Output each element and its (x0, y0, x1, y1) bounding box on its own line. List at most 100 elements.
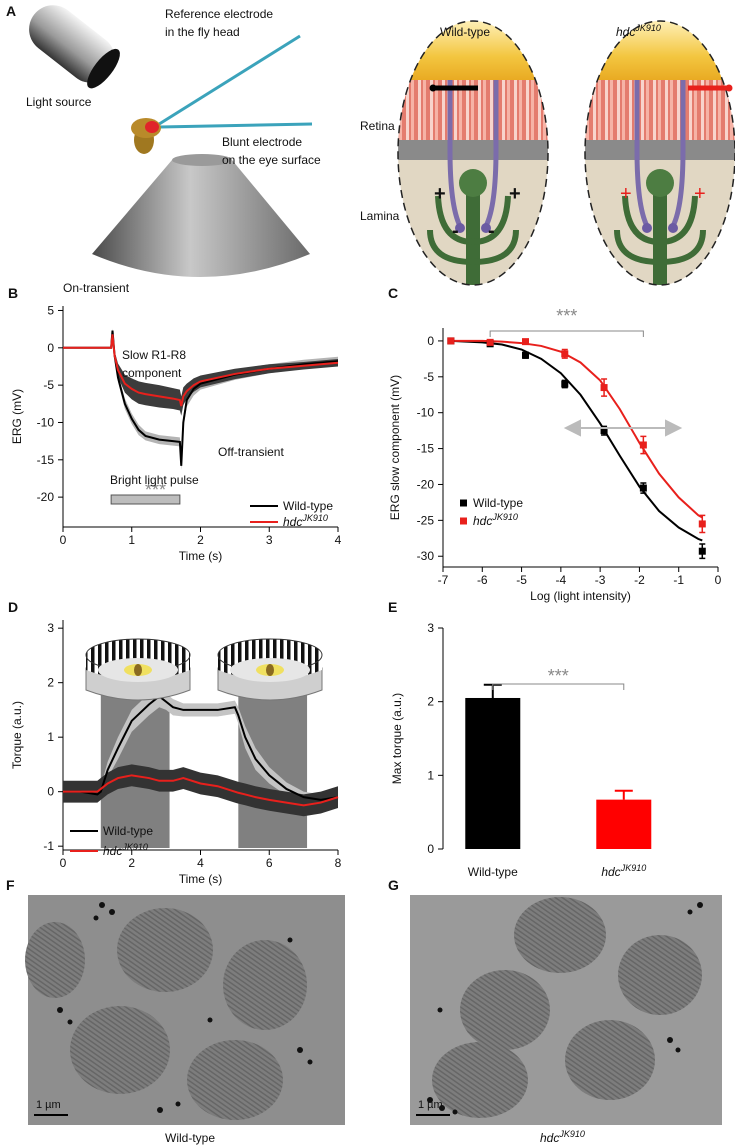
series-line (63, 330, 339, 466)
x-tick-label: 6 (266, 856, 273, 870)
data-point (486, 338, 494, 346)
category-label-text: Wild-type (468, 865, 518, 879)
x-tick-label: 2 (128, 856, 135, 870)
light-pulse (110, 494, 181, 505)
y-tick-label: 0 (427, 334, 434, 348)
y-tick-label: 0 (47, 341, 54, 355)
annotation: Off-transient (218, 445, 284, 459)
y-tick-label: 3 (427, 621, 434, 635)
light-source (29, 5, 120, 89)
y-tick-label: 0 (47, 785, 54, 799)
y-tick-label: 3 (47, 621, 54, 635)
x-tick-label: 1 (128, 533, 135, 547)
bar (465, 697, 521, 849)
bar (596, 799, 652, 849)
x-tick-label: -7 (438, 573, 449, 587)
genotype-sup: JK910 (634, 23, 661, 33)
x-tick-label: -2 (634, 573, 645, 587)
panel-label: B (8, 285, 18, 301)
data-point (522, 338, 529, 346)
y-tick-label: -25 (417, 513, 435, 527)
eye-diagram (397, 20, 549, 286)
y-tick-label: -15 (37, 453, 55, 467)
data-point (561, 350, 569, 358)
fly (266, 664, 274, 676)
fit-curve (450, 339, 703, 542)
chart: D 3 2 1 0 -1 Torque (a.u.) 0 2 4 6 8 Time (s) Wild-ty… (8, 599, 342, 886)
x-tick-label: -5 (516, 573, 527, 587)
sign: - (488, 220, 495, 242)
legend-label-sup: JK910 (491, 512, 518, 522)
y-tick-label: 5 (47, 303, 54, 317)
cone-top (172, 154, 232, 166)
electrode-tip (725, 84, 733, 92)
legend-swatch (460, 499, 467, 507)
panel-a: A Light source Reference electrode in th… (6, 3, 735, 290)
caption: Wild-type (165, 1131, 215, 1145)
annotation: Slow R1-R8 (122, 348, 186, 362)
category-label-sup: JK910 (620, 863, 647, 873)
x-tick-label: 2 (197, 533, 204, 547)
annotation: component (122, 366, 182, 380)
rhabdomeres (25, 908, 307, 1120)
y-tick-label: 2 (427, 695, 434, 709)
significance-bracket (492, 683, 625, 690)
legend-label-text: Wild-type (473, 496, 523, 510)
data-point (600, 384, 608, 392)
y-axis-label: Max torque (a.u.) (390, 693, 404, 784)
panel-label: D (8, 599, 18, 615)
fly-eye (145, 121, 159, 133)
data-point (698, 520, 706, 528)
category-label-text: hdc (601, 865, 620, 879)
shift-arrow (563, 419, 683, 437)
y-axis-label: ERG slow component (mV) (388, 375, 402, 520)
y-tick-label: -10 (417, 406, 435, 420)
electrode-tip (429, 84, 437, 92)
x-tick-label: 0 (60, 533, 67, 547)
reference-label: in the fly head (165, 25, 240, 39)
legend-label-text: Wild-type (103, 824, 153, 838)
panel-label: G (388, 877, 399, 893)
significance: *** (556, 306, 577, 326)
scale-label: 1 µm (418, 1099, 443, 1111)
light-source-label: Light source (26, 95, 92, 109)
chart: E 0 1 2 3 Max torque (a.u.) Wild-type hdcJK910 *… (388, 599, 652, 879)
retina-label: Retina (360, 119, 395, 133)
y-axis-label: ERG (mV) (10, 389, 24, 444)
error-band (63, 328, 338, 471)
legend-label: Wild-type (473, 496, 523, 510)
reference-electrode (155, 34, 301, 128)
legend-label-sup: JK910 (121, 842, 148, 852)
y-tick-label: -1 (43, 839, 54, 853)
x-tick-label: 3 (266, 533, 273, 547)
x-tick-label: 0 (715, 573, 722, 587)
x-axis-label: Time (s) (179, 549, 223, 563)
blunt-electrode (159, 122, 313, 129)
blunt-label: on the eye surface (222, 153, 321, 167)
y-tick-label: -5 (423, 370, 434, 384)
y-tick-label: 2 (47, 676, 54, 690)
legend-label: hdcJK910 (103, 842, 148, 858)
y-tick-label: -20 (417, 477, 435, 491)
x-tick-label: -1 (673, 573, 684, 587)
legend-label-text: hdc (473, 514, 492, 528)
data-point (698, 547, 706, 555)
series-line (63, 334, 339, 407)
y-tick-label: -20 (37, 490, 55, 504)
panel-label: F (6, 877, 15, 893)
category-label: hdcJK910 (601, 863, 646, 879)
fit-curve (450, 339, 703, 519)
y-axis-label: Torque (a.u.) (10, 701, 24, 769)
genotype-label: Wild-type (440, 25, 490, 39)
genotype-label: hdcJK910 (616, 23, 661, 39)
legend-label: Wild-type (103, 824, 153, 838)
panel-label: C (388, 285, 398, 301)
y-tick-label: -30 (417, 549, 435, 563)
legend-label: hdcJK910 (283, 513, 328, 529)
y-tick-label: -15 (417, 442, 435, 456)
error-bar (614, 789, 633, 800)
x-axis-label: Log (light intensity) (530, 589, 631, 603)
annotation: On-transient (63, 281, 130, 295)
data-point (561, 380, 569, 388)
legend-label-text: Wild-type (283, 499, 333, 513)
